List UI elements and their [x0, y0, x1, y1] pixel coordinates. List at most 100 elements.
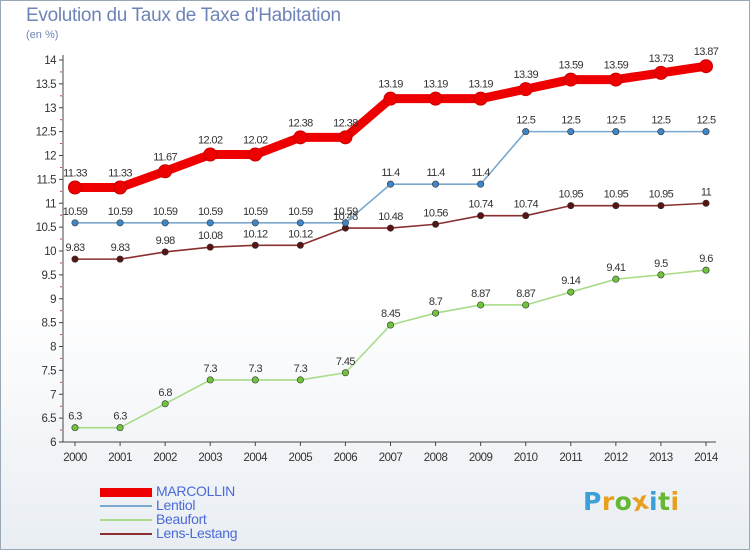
data-point [702, 199, 710, 207]
data-label: 10.95 [559, 189, 584, 201]
data-label: 10.48 [333, 211, 358, 223]
data-label: 12.5 [516, 115, 535, 127]
legend-swatch [100, 519, 152, 521]
y-tick-label: 11.5 [36, 174, 56, 186]
x-tick-label: 2006 [334, 452, 358, 464]
data-point [296, 219, 304, 227]
data-label: 10.59 [63, 206, 88, 218]
data-label: 9.6 [699, 253, 713, 265]
y-tick-label: 12 [44, 151, 56, 163]
legend-swatch [100, 533, 152, 535]
data-label: 13.19 [423, 79, 448, 91]
data-point [657, 271, 665, 279]
data-label: 13.87 [694, 46, 719, 58]
data-label: 13.73 [649, 53, 674, 65]
data-point [71, 219, 79, 227]
legend-label: Beaufort [156, 511, 207, 527]
data-point [432, 180, 440, 188]
data-label: 10.48 [378, 211, 403, 223]
y-tick-label: 9.5 [42, 270, 57, 282]
data-point [206, 376, 214, 384]
data-point [702, 128, 710, 136]
data-label: 6.8 [158, 387, 172, 399]
x-tick-label: 2010 [514, 452, 538, 464]
data-point [473, 91, 488, 106]
data-label: 6.3 [113, 411, 127, 423]
data-point [248, 147, 263, 162]
y-tick-label: 10 [44, 246, 56, 258]
data-label: 8.87 [516, 288, 535, 300]
data-point [71, 424, 79, 432]
data-point [251, 241, 259, 249]
chart-subtitle: (en %) [26, 29, 59, 41]
data-point [567, 128, 575, 136]
data-label: 12.02 [198, 135, 223, 147]
x-tick-label: 2014 [694, 452, 719, 464]
data-label: 6.3 [68, 411, 82, 423]
data-label: 10.59 [153, 206, 178, 218]
data-label: 9.83 [111, 242, 130, 254]
x-tick-label: 2003 [198, 452, 222, 464]
data-label: 9.98 [156, 235, 175, 247]
y-tick-label: 10.5 [36, 222, 56, 234]
data-point [432, 309, 440, 317]
data-label: 12.02 [243, 135, 268, 147]
data-label: 13.19 [378, 79, 403, 91]
data-point [203, 147, 218, 162]
data-label: 8.7 [429, 296, 443, 308]
data-point [386, 180, 394, 188]
data-point [341, 219, 349, 227]
data-label: 12.5 [606, 115, 625, 127]
data-point [116, 219, 124, 227]
x-tick-label: 2002 [153, 452, 177, 464]
data-label: 10.74 [468, 199, 493, 211]
data-point [522, 128, 530, 136]
y-tick-label: 13.5 [36, 79, 56, 91]
data-point [383, 91, 398, 106]
y-tick-label: 14 [44, 55, 57, 67]
data-point [296, 376, 304, 384]
data-point [653, 65, 668, 80]
data-point [567, 288, 575, 296]
data-point [116, 255, 124, 263]
data-point [608, 72, 623, 87]
data-label: 12.5 [561, 115, 580, 127]
data-label: 11.33 [63, 167, 87, 179]
data-label: 7.45 [336, 356, 355, 368]
data-point [161, 248, 169, 256]
data-point [116, 424, 124, 432]
y-tick-label: 11 [45, 198, 56, 210]
data-point [71, 255, 79, 263]
data-label: 10.59 [333, 206, 358, 218]
x-tick-label: 2013 [649, 452, 673, 464]
data-point [341, 369, 349, 377]
data-label: 10.59 [198, 206, 223, 218]
legend-label: MARCOLLIN [156, 483, 235, 499]
data-point [386, 224, 394, 232]
data-label: 12.38 [288, 117, 313, 129]
data-point [657, 202, 665, 210]
data-label: 10.74 [513, 199, 538, 211]
data-point [477, 301, 485, 309]
proxiti-logo: Proxiti [583, 486, 680, 518]
data-label: 12.38 [333, 117, 358, 129]
data-point [518, 82, 533, 97]
data-label: 8.87 [471, 288, 490, 300]
data-label: 10.95 [604, 189, 629, 201]
data-point [699, 59, 713, 74]
data-point [161, 219, 169, 227]
data-point [338, 130, 353, 145]
data-label: 10.08 [198, 230, 223, 242]
data-label: 8.45 [381, 308, 400, 320]
legend-swatch [100, 505, 152, 507]
x-tick-label: 2008 [424, 452, 448, 464]
data-label: 13.59 [604, 60, 629, 72]
x-tick-label: 2012 [604, 452, 628, 464]
series-line-beaufort [74, 269, 707, 429]
data-label: 10.12 [243, 228, 268, 240]
legend-item: MARCOLLIN [100, 483, 360, 499]
data-label: 9.41 [606, 262, 625, 274]
data-label: 10.56 [423, 207, 448, 219]
data-label: 10.59 [243, 206, 268, 218]
